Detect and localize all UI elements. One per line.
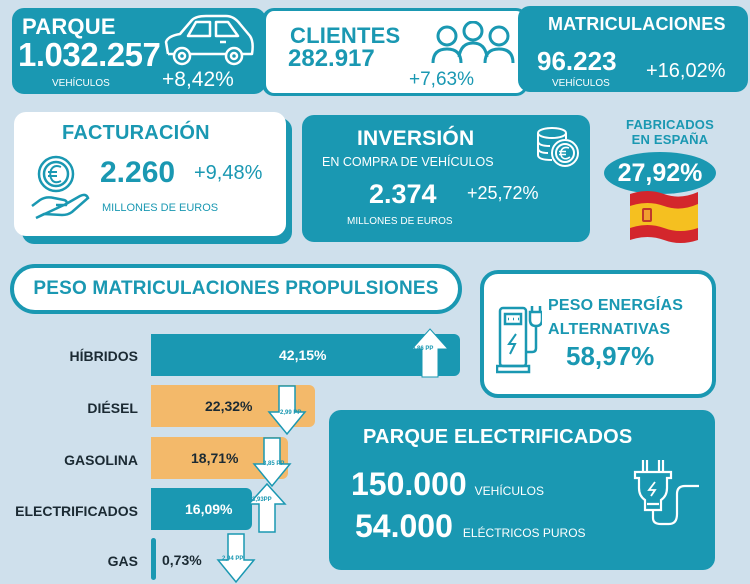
bar-label-electrificados: ELECTRIFICADOS	[15, 503, 138, 519]
bar-gas	[151, 538, 156, 580]
energias-title-line2: ALTERNATIVAS	[548, 321, 671, 338]
matriculaciones-unit: VEHÍCULOS	[552, 78, 610, 89]
bar-label-hibridos: HÍBRIDOS	[69, 348, 138, 364]
pp-hibridos: 5,86 PP	[412, 346, 434, 352]
electrificados-unit-2: ELÉCTRICOS PUROS	[462, 526, 586, 540]
fabricados-title-line2: EN ESPAÑA	[631, 132, 709, 147]
clientes-change: +7,63%	[409, 69, 474, 90]
bar-label-gasolina: GASOLINA	[64, 452, 138, 468]
arrow-down-icon	[250, 436, 294, 488]
bar-value-gasolina: 18,71%	[191, 450, 239, 466]
electrificados-value-2: 54.000	[355, 508, 453, 544]
facturacion-title: FACTURACIÓN	[62, 122, 210, 144]
bar-value-hibridos: 42,15%	[279, 347, 327, 363]
fabricados-title-line1: FABRICADOS	[626, 117, 714, 132]
clientes-title: CLIENTES	[290, 23, 401, 48]
users-icon	[431, 21, 515, 65]
coins-euro-icon	[532, 125, 582, 171]
matriculaciones-card: MATRICULACIONES 96.223 VEHÍCULOS +16,02%	[518, 6, 748, 92]
electrificados-title: PARQUE ELECTRIFICADOS	[363, 426, 633, 448]
matriculaciones-value: 96.223	[537, 46, 617, 76]
euro-hand-icon	[24, 152, 98, 222]
inversion-value: 2.374	[369, 179, 437, 209]
pp-gas: 2,94 PP	[222, 556, 244, 562]
pp-electrificados: 3,93PP	[252, 497, 272, 503]
parque-card: PARQUE 1.032.257 VEHÍCULOS +8,42%	[12, 8, 266, 94]
energias-card: PESO ENERGÍAS ALTERNATIVAS 58,97%	[480, 270, 716, 398]
parque-value: 1.032.257	[18, 36, 161, 73]
arrow-down-icon	[214, 532, 258, 584]
bar-label-diesel: DIÉSEL	[87, 400, 138, 416]
spain-flag-icon	[628, 188, 700, 244]
parque-change: +8,42%	[162, 68, 234, 91]
pp-gasolina: 3,85 PP	[263, 461, 285, 467]
bar-value-electrificados: 16,09%	[185, 501, 233, 517]
bar-label-gas: GAS	[107, 553, 138, 569]
bar-hibridos: 42,15%	[151, 334, 460, 376]
electrificados-card: PARQUE ELECTRIFICADOS 150.000 VEHÍCULOS …	[329, 410, 715, 570]
electrificados-row-1: 150.000 VEHÍCULOS	[351, 466, 544, 503]
ev-charger-icon	[496, 304, 542, 376]
bar-electrificados: 16,09%	[151, 488, 252, 530]
facturacion-card: FACTURACIÓN 2.260 +9,48% MILLONES DE EUR…	[14, 112, 286, 236]
bar-value-diesel: 22,32%	[205, 398, 253, 414]
arrow-up-icon	[245, 482, 289, 534]
inversion-change: +25,72%	[467, 183, 539, 203]
facturacion-unit: MILLONES DE EUROS	[102, 202, 219, 214]
clientes-value: 282.917	[288, 45, 375, 72]
car-icon	[162, 14, 257, 70]
inversion-card: INVERSIÓN EN COMPRA DE VEHÍCULOS 2.374 +…	[302, 115, 590, 242]
fabricados-value: 27,92%	[604, 152, 716, 194]
facturacion-value: 2.260	[100, 156, 176, 189]
arrow-down-icon	[265, 384, 309, 436]
electrificados-unit-1: VEHÍCULOS	[474, 484, 545, 498]
inversion-title: INVERSIÓN	[357, 127, 475, 150]
parque-unit: VEHÍCULOS	[52, 78, 110, 89]
clientes-card: CLIENTES 282.917 +7,63%	[262, 8, 528, 96]
plug-icon	[629, 458, 701, 532]
arrow-up-icon	[408, 327, 452, 379]
electrificados-value-1: 150.000	[351, 466, 467, 502]
matriculaciones-change: +16,02%	[646, 60, 726, 82]
energias-value: 58,97%	[566, 341, 655, 371]
energias-title-line1: PESO ENERGÍAS	[548, 297, 684, 314]
propulsiones-title: PESO MATRICULACIONES PROPULSIONES	[10, 264, 462, 314]
facturacion-change: +9,48%	[194, 162, 263, 184]
energias-title: PESO ENERGÍAS ALTERNATIVAS	[548, 294, 683, 342]
matriculaciones-title: MATRICULACIONES	[548, 14, 726, 34]
electrificados-row-2: 54.000 ELÉCTRICOS PUROS	[355, 508, 586, 545]
bar-value-gas: 0,73%	[162, 552, 202, 568]
fabricados-title: FABRICADOS EN ESPAÑA	[602, 117, 738, 147]
inversion-subtitle: EN COMPRA DE VEHÍCULOS	[322, 155, 494, 169]
inversion-unit: MILLONES DE EUROS	[347, 216, 453, 227]
pp-diesel: 2,99 PP	[280, 410, 302, 416]
parque-title: PARQUE	[22, 14, 116, 39]
